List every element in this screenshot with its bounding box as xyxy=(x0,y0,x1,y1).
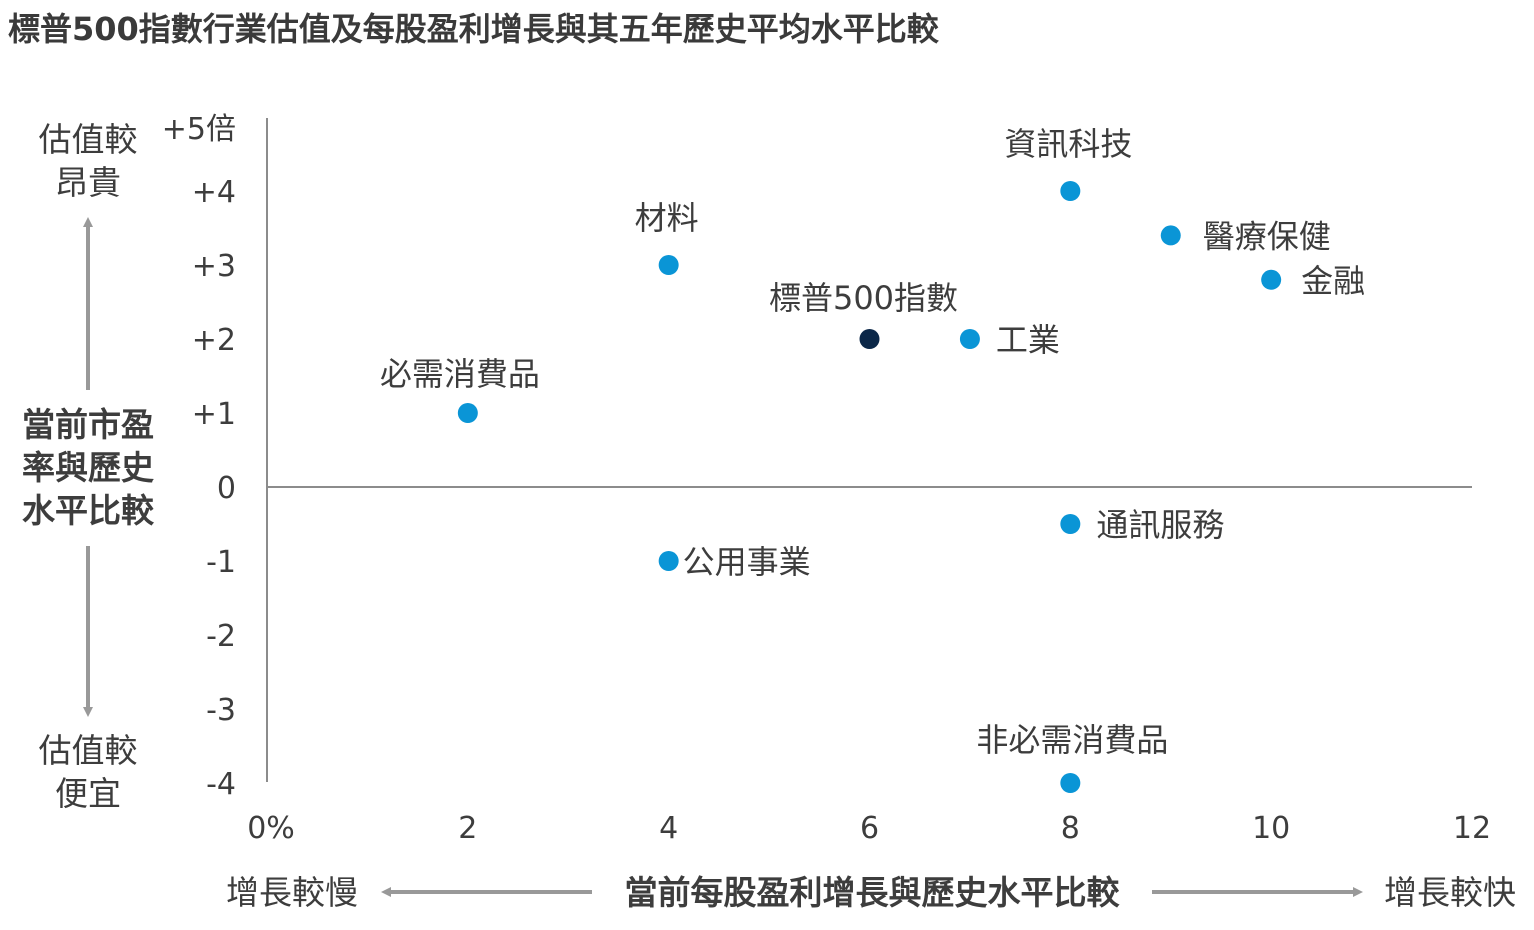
point-label: 醫療保健 xyxy=(1203,217,1331,255)
x-tick-label: 10 xyxy=(1252,811,1290,846)
x-low-label: 增長較慢 xyxy=(226,873,358,912)
point-label: 材料 xyxy=(635,199,699,237)
y-tick-label: -4 xyxy=(206,767,236,802)
data-point xyxy=(1060,773,1081,793)
point-label: 金融 xyxy=(1301,262,1365,300)
data-point xyxy=(1160,225,1181,246)
data-point xyxy=(959,329,980,349)
y-high-label: 昂貴 xyxy=(55,163,121,202)
data-point xyxy=(658,255,679,275)
y-low-label: 便宜 xyxy=(55,774,121,813)
x-high-label: 增長較快 xyxy=(1384,873,1516,912)
y-axis-label: 水平比較 xyxy=(22,491,155,530)
axes xyxy=(266,118,1472,782)
x-tick-label: 6 xyxy=(860,811,879,846)
y-low-label: 估值較 xyxy=(39,731,138,770)
page-title: 標普500指數行業估值及每股盈利增長與其五年歷史平均水平比較 xyxy=(8,10,939,48)
x-tick-label: 4 xyxy=(659,811,678,846)
y-tick-label: -1 xyxy=(206,545,236,580)
point-label: 資訊科技 xyxy=(1004,125,1132,163)
y-axis-label: 率與歷史 xyxy=(22,448,154,487)
y-tick-label: +1 xyxy=(192,397,236,432)
data-point xyxy=(1060,514,1081,534)
x-axis-label: 當前每股盈利增長與歷史水平比較 xyxy=(625,873,1121,912)
y-axis-label: 當前市盈 xyxy=(22,405,154,444)
data-point xyxy=(859,329,880,349)
point-label: 必需消費品 xyxy=(380,355,540,393)
x-tick-label: 2 xyxy=(458,811,477,846)
point-label: 工業 xyxy=(996,321,1060,359)
y-tick-label: +5倍 xyxy=(162,112,236,147)
data-point xyxy=(1060,181,1081,201)
y-tick-label: 0 xyxy=(217,471,236,506)
x-tick-label: 0% xyxy=(247,811,295,846)
tick-labels: +5倍 +4 +3 +2 +1 0 -1 -2 -3 -4 0% 2 4 6 8 10 12 xyxy=(162,112,1491,846)
data-points xyxy=(457,181,1282,793)
data-point xyxy=(1261,269,1282,290)
data-point xyxy=(658,551,679,571)
x-tick-label: 8 xyxy=(1061,811,1080,846)
y-tick-label: +4 xyxy=(192,175,236,210)
point-label: 非必需消費品 xyxy=(976,721,1168,759)
y-tick-label: +2 xyxy=(192,323,236,358)
x-tick-label: 12 xyxy=(1453,811,1491,846)
y-tick-label: -2 xyxy=(206,619,236,654)
y-tick-label: +3 xyxy=(192,249,236,284)
data-point xyxy=(457,403,478,423)
y-high-label: 估值較 xyxy=(39,120,138,159)
point-label: 公用事業 xyxy=(683,543,811,581)
point-label: 通訊服務 xyxy=(1096,506,1224,544)
point-label: 標普500指數 xyxy=(769,279,958,317)
y-tick-label: -3 xyxy=(206,693,236,728)
